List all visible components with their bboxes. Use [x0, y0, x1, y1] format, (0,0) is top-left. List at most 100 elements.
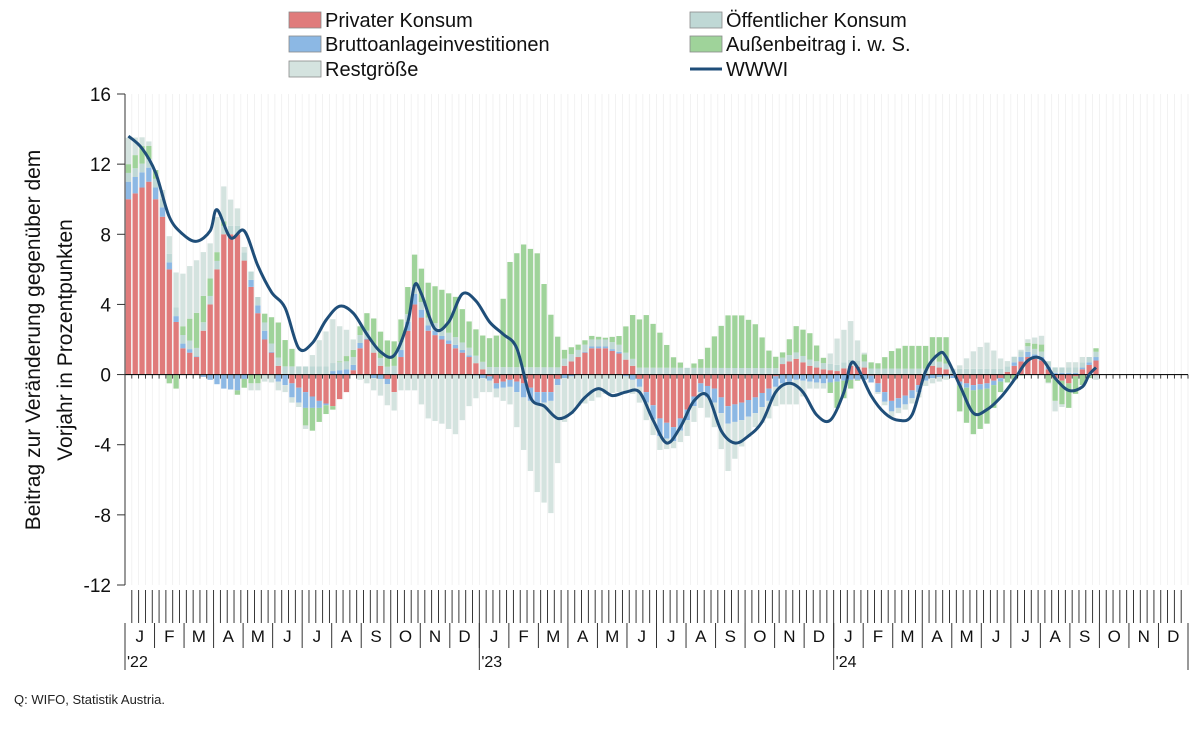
- bar-segment-bruttoanlageinvestitionen: [446, 340, 452, 344]
- bar-segment-bruttoanlageinvestitionen: [813, 374, 820, 383]
- bar-segment-restgroesse: [1079, 356, 1086, 363]
- bar-segment-restgroesse: [289, 397, 295, 403]
- bar-segment-restgroesse: [800, 380, 806, 397]
- bar-segment-restgroesse: [296, 402, 302, 408]
- bar-segment-restgroesse: [248, 383, 254, 391]
- bar-segment-privater-konsum: [153, 199, 159, 375]
- bar-segment-aussenbeitrag: [997, 381, 1004, 393]
- bar-segment-bruttoanlageinvestitionen: [595, 346, 602, 349]
- bar-segment-aussenbeitrag: [439, 289, 445, 329]
- bar-segment-bruttoanlageinvestitionen: [350, 364, 356, 371]
- bar-segment-restgroesse: [187, 266, 193, 319]
- bar-segment-bruttoanlageinvestitionen: [452, 344, 459, 349]
- bar-segment-restgroesse: [282, 385, 288, 393]
- bar-segment-oeffentlicher-konsum: [657, 367, 663, 375]
- bar-segment-oeffentlicher-konsum: [1059, 367, 1065, 373]
- bar-segment-aussenbeitrag: [773, 356, 779, 369]
- bar-segment-aussenbeitrag: [384, 340, 391, 367]
- bar-segment-oeffentlicher-konsum: [153, 178, 159, 188]
- bar-segment-bruttoanlageinvestitionen: [398, 350, 404, 358]
- bar-segment-aussenbeitrag: [916, 345, 922, 369]
- bar-segment-oeffentlicher-konsum: [159, 198, 166, 208]
- bar-segment-aussenbeitrag: [418, 268, 425, 302]
- bar-segment-aussenbeitrag: [1079, 374, 1086, 386]
- bar-segment-bruttoanlageinvestitionen: [555, 378, 561, 386]
- bar-segment-privater-konsum: [963, 374, 970, 384]
- bar-segment-aussenbeitrag: [555, 336, 561, 368]
- bar-segment-oeffentlicher-konsum: [827, 363, 833, 371]
- bar-segment-privater-konsum: [234, 234, 241, 375]
- bar-segment-restgroesse: [963, 358, 970, 369]
- bar-segment-aussenbeitrag: [936, 337, 942, 362]
- bar-segment-privater-konsum: [684, 374, 690, 410]
- bar-segment-bruttoanlageinvestitionen: [187, 349, 193, 353]
- bar-segment-restgroesse: [1093, 374, 1099, 380]
- bar-segment-oeffentlicher-konsum: [895, 368, 902, 375]
- bar-segment-aussenbeitrag: [670, 357, 677, 368]
- legend-swatch: [288, 11, 322, 29]
- bar-segment-privater-konsum: [132, 193, 138, 375]
- y-tick-labels: 16 12 8 4 0 -4 -8 -12: [84, 85, 112, 597]
- bar-segment-oeffentlicher-konsum: [1038, 351, 1045, 358]
- bar-segment-restgroesse: [336, 326, 343, 362]
- bar-segment-aussenbeitrag: [963, 387, 970, 423]
- bar-segment-privater-konsum: [589, 348, 595, 375]
- bar-segment-bruttoanlageinvestitionen: [977, 384, 983, 390]
- bar-segment-oeffentlicher-konsum: [957, 368, 963, 375]
- bar-segment-oeffentlicher-konsum: [193, 347, 200, 357]
- bar-segment-privater-konsum: [1086, 364, 1092, 375]
- bar-segment-bruttoanlageinvestitionen: [275, 374, 281, 382]
- bar-segment-aussenbeitrag: [377, 331, 384, 358]
- bar-segment-oeffentlicher-konsum: [739, 368, 745, 375]
- bar-segment-oeffentlicher-konsum: [602, 339, 609, 347]
- bar-segment-restgroesse: [193, 260, 200, 313]
- month-label: F: [873, 627, 883, 646]
- bar-segment-bruttoanlageinvestitionen: [534, 392, 540, 405]
- bar-segment-aussenbeitrag: [698, 359, 704, 368]
- bar-segment-aussenbeitrag: [432, 286, 438, 324]
- bar-segment-restgroesse: [1004, 361, 1011, 367]
- bar-segment-aussenbeitrag: [629, 315, 636, 359]
- month-label: M: [251, 627, 265, 646]
- wwwi-line: [127, 134, 1098, 445]
- bar-segment-bruttoanlageinvestitionen: [248, 279, 254, 287]
- y-tick-label: 4: [100, 295, 111, 316]
- month-label: N: [429, 627, 441, 646]
- bar-segment-restgroesse: [432, 374, 438, 422]
- bar-segment-oeffentlicher-konsum: [316, 366, 322, 375]
- bar-segment-bruttoanlageinvestitionen: [636, 378, 643, 387]
- bar-segment-oeffentlicher-konsum: [132, 168, 138, 178]
- bar-segment-privater-konsum: [813, 367, 820, 375]
- bar-segment-privater-konsum: [125, 199, 132, 375]
- bar-segment-bruttoanlageinvestitionen: [991, 380, 997, 386]
- month-label: A: [341, 627, 353, 646]
- bar-segment-oeffentlicher-konsum: [1032, 348, 1038, 355]
- grid: [124, 94, 1189, 585]
- bar-segment-oeffentlicher-konsum: [1072, 367, 1079, 373]
- bar-segment-bruttoanlageinvestitionen: [670, 427, 677, 442]
- bar-segment-bruttoanlageinvestitionen: [418, 309, 425, 318]
- bar-segment-restgroesse: [180, 273, 186, 327]
- bar-segment-bruttoanlageinvestitionen: [854, 374, 861, 380]
- bar-segment-oeffentlicher-konsum: [997, 368, 1004, 375]
- bar-segment-bruttoanlageinvestitionen: [507, 379, 513, 387]
- bar-segment-restgroesse: [493, 388, 500, 398]
- bar-segment-restgroesse: [262, 374, 268, 382]
- bar-segment-oeffentlicher-konsum: [861, 361, 867, 368]
- bar-segment-bruttoanlageinvestitionen: [323, 403, 329, 406]
- bar-segment-oeffentlicher-konsum: [439, 328, 445, 336]
- bar-segment-privater-konsum: [698, 374, 704, 384]
- bar-segment-privater-konsum: [827, 370, 833, 375]
- bar-segment-aussenbeitrag: [582, 340, 588, 345]
- bar-segment-restgroesse: [418, 374, 425, 405]
- bar-segment-restgroesse: [302, 425, 309, 429]
- bar-segment-bruttoanlageinvestitionen: [520, 383, 527, 398]
- month-label: N: [1138, 627, 1150, 646]
- bar-segment-bruttoanlageinvestitionen: [650, 405, 656, 420]
- bar-segment-restgroesse: [595, 374, 602, 398]
- bar-segment-aussenbeitrag: [371, 318, 377, 345]
- bar-segment-bruttoanlageinvestitionen: [848, 374, 854, 380]
- bar-segment-restgroesse: [405, 374, 411, 391]
- bar-segment-aussenbeitrag: [166, 374, 172, 384]
- bar-segment-privater-konsum: [561, 365, 568, 375]
